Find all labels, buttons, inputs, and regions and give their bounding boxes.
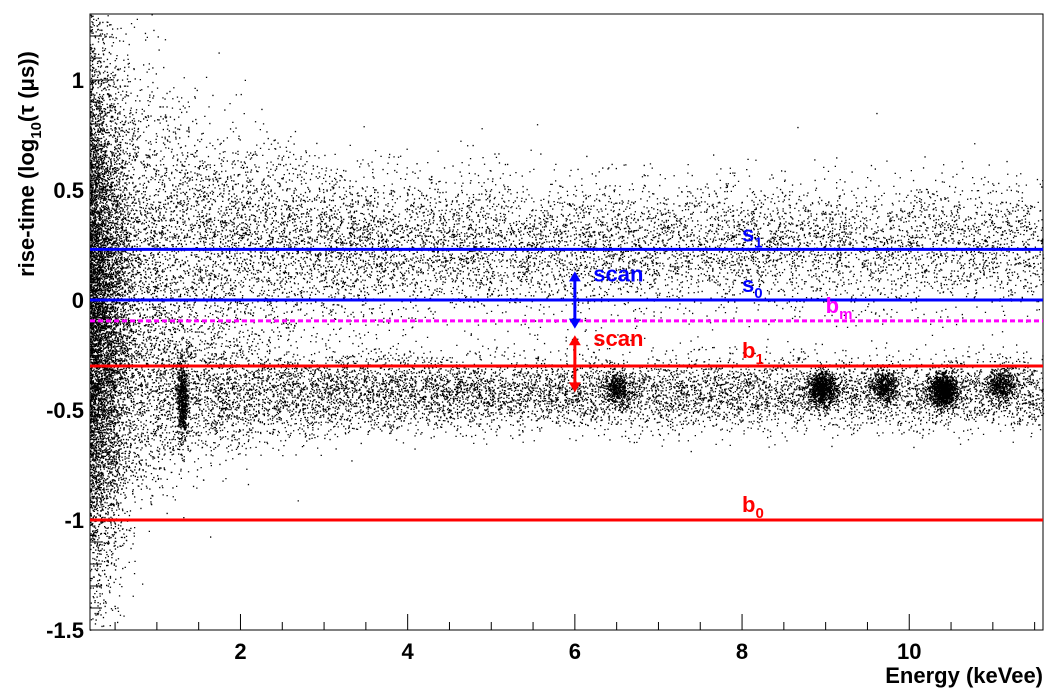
scan-annotations: scan scan xyxy=(568,261,643,393)
x-tick-label: 6 xyxy=(569,639,581,664)
y-tick-label: -0.5 xyxy=(46,398,84,423)
reference-line-label-b1: b1 xyxy=(742,338,764,368)
reference-line-label-bm: bm xyxy=(826,293,853,323)
scatter-points xyxy=(90,14,1045,631)
scan-label-1: scan xyxy=(593,326,643,351)
x-tick-label: 2 xyxy=(234,639,246,664)
axis-ticks: 2 4 6 8 10 1 0.5 0 -0.5 -1 -1.5 xyxy=(46,35,1036,664)
y-tick-label: -1 xyxy=(64,508,84,533)
x-tick-label: 4 xyxy=(402,639,415,664)
y-axis-label-sub: 10 xyxy=(28,122,45,139)
x-tick-label: 10 xyxy=(897,639,921,664)
y-tick-label: -1.5 xyxy=(46,618,84,643)
y-axis-label: rise-time (log10(τ (μs)) xyxy=(14,51,45,277)
reference-line-label-s0: s0 xyxy=(742,272,763,302)
scan-arrow-1 xyxy=(568,335,581,393)
y-axis-label-main: rise-time (log xyxy=(14,139,39,277)
y-tick-label: 0 xyxy=(72,288,84,313)
svg-text:rise-time (log10(τ (μs)): rise-time (log10(τ (μs)) xyxy=(14,51,45,277)
reference-line-label-s1: s1 xyxy=(742,221,763,251)
scatter-dots xyxy=(90,14,1045,631)
y-tick-label: 1 xyxy=(72,68,84,93)
scan-label-0: scan xyxy=(593,261,643,286)
scan-arrow-0 xyxy=(568,271,581,329)
y-axis-label-suffix: (τ (μs)) xyxy=(14,51,39,122)
x-axis-label: Energy (keVee) xyxy=(885,663,1043,688)
reference-lines: s1 s0 bm b1 b0 xyxy=(90,221,1043,522)
y-tick-label: 0.5 xyxy=(53,178,84,203)
x-tick-label: 8 xyxy=(736,639,748,664)
reference-line-label-b0: b0 xyxy=(742,492,764,522)
